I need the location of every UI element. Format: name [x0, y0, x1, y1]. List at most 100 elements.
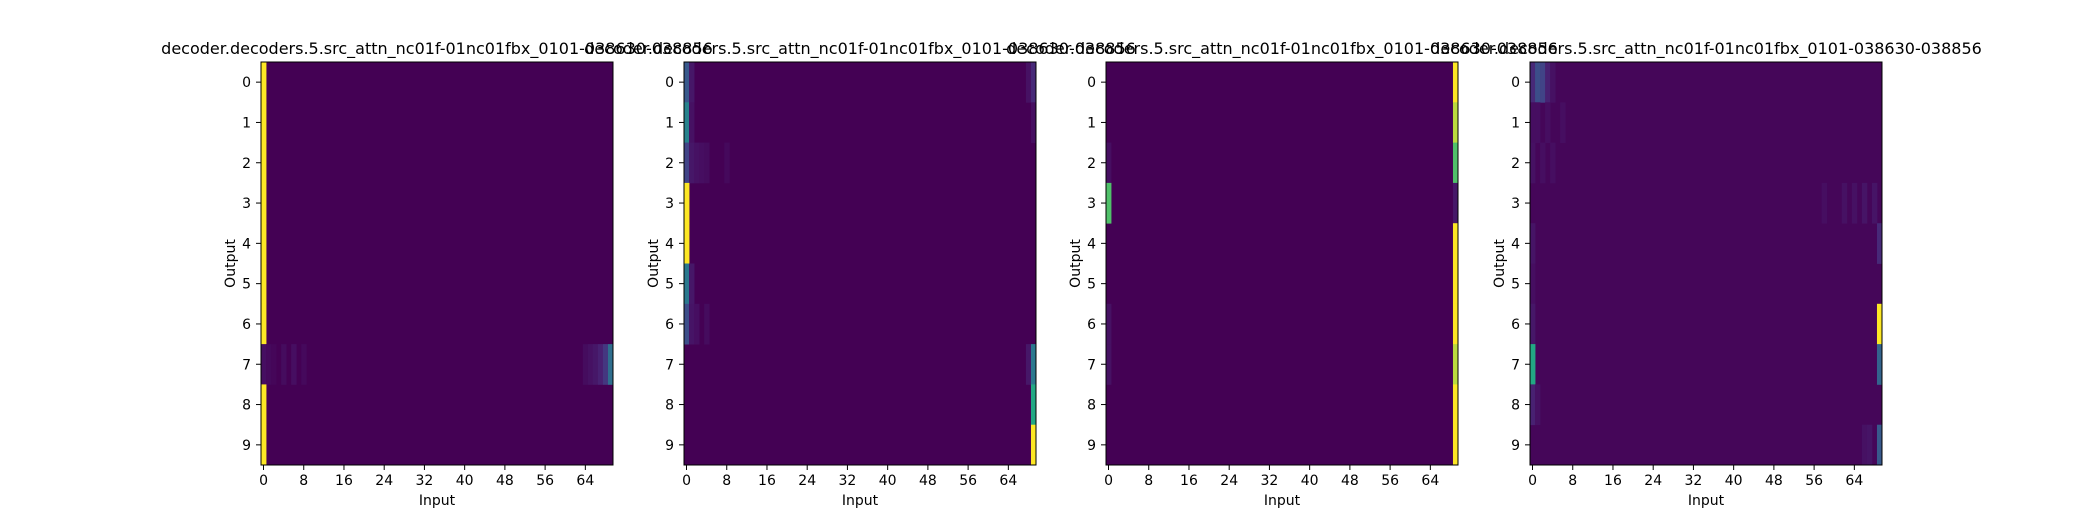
x-tick-label: 32 [1685, 473, 1703, 489]
y-tick-label: 3 [665, 196, 674, 212]
y-tick-label: 4 [1511, 236, 1520, 252]
y-ticks: 0 1 2 3 4 5 6 7 8 9 [1087, 75, 1106, 454]
heatmap-cell [1861, 424, 1868, 466]
plot-frame [683, 61, 1037, 466]
heatmap-cell [602, 344, 609, 385]
y-tick-label: 0 [1087, 75, 1096, 91]
y-tick-label: 2 [242, 156, 251, 172]
x-tick-label: 32 [416, 473, 434, 489]
x-tick-label: 64 [1421, 473, 1439, 489]
x-tick-label: 48 [1341, 473, 1359, 489]
x-axis-label: Input [1264, 493, 1301, 509]
y-axis-label: Output [646, 239, 662, 288]
heatmap-cell [582, 344, 589, 385]
heatmap-cell [271, 344, 277, 385]
heatmap-background [1106, 62, 1458, 465]
x-tick-label: 24 [375, 473, 393, 489]
y-tick-label: 6 [665, 317, 674, 333]
heatmap-cell [1876, 223, 1883, 264]
heatmap-cell [1030, 424, 1037, 466]
heatmap-cell [724, 142, 730, 184]
heatmap-cell [1851, 182, 1858, 224]
y-tick-label: 5 [665, 277, 674, 293]
heatmap-cell [1452, 344, 1459, 385]
heatmap-cell [1106, 182, 1112, 224]
heatmap-cell [689, 263, 695, 305]
heatmap-cell [261, 344, 267, 385]
x-tick-label: 56 [1805, 473, 1823, 489]
y-tick-label: 6 [1511, 317, 1520, 333]
y-ticks: 0 1 2 3 4 5 6 7 8 9 [665, 75, 684, 454]
heatmap-cell [684, 182, 690, 224]
x-tick-label: 40 [879, 473, 897, 489]
y-tick-label: 8 [665, 398, 674, 414]
heatmap-cell [1550, 142, 1556, 184]
x-tick-label: 40 [1725, 473, 1743, 489]
heatmap-cell [1841, 182, 1848, 224]
y-tick-label: 9 [242, 438, 251, 454]
x-tick-label: 48 [1765, 473, 1783, 489]
heatmap-cell [301, 344, 307, 385]
heatmap-cell [1452, 384, 1459, 426]
x-tick-label: 16 [1180, 473, 1198, 489]
x-tick-label: 56 [959, 473, 977, 489]
plot-frame [1529, 61, 1883, 466]
x-ticks: 0 8 16 24 32 40 48 56 64 [682, 465, 1017, 489]
x-tick-label: 40 [1301, 473, 1319, 489]
x-tick-label: 24 [798, 473, 816, 489]
heatmap-cell [261, 102, 267, 143]
heatmap-cell [1530, 384, 1536, 426]
heatmap-cell [694, 142, 700, 184]
heatmap-cell [684, 223, 690, 264]
x-tick-label: 8 [299, 473, 308, 489]
x-ticks: 0 8 16 24 32 40 48 56 64 [1104, 465, 1439, 489]
y-tick-label: 4 [242, 236, 251, 252]
heatmap-cell [1106, 344, 1112, 385]
heatmap-cell [1452, 62, 1459, 103]
y-tick-label: 9 [1511, 438, 1520, 454]
heatmap-cell [699, 142, 705, 184]
y-tick-label: 1 [1511, 115, 1520, 131]
heatmap-cell [261, 223, 267, 264]
x-axis-label: Input [419, 493, 456, 509]
heatmap-cell [1821, 182, 1828, 224]
heatmap-cell [694, 303, 700, 345]
heatmap-cell [684, 62, 690, 103]
y-tick-label: 3 [1511, 196, 1520, 212]
heatmap-cell [1876, 424, 1883, 466]
y-tick-label: 8 [242, 398, 251, 414]
heatmap-cell [1535, 102, 1541, 143]
heatmap-cell [261, 303, 267, 345]
y-tick-label: 9 [1087, 438, 1096, 454]
heatmap-cell [1530, 303, 1536, 345]
chart-title: decoder.decoders.5.src_attn_nc01f-01nc01… [161, 39, 713, 59]
x-tick-label: 48 [919, 473, 937, 489]
heatmap-cell [704, 142, 710, 184]
y-tick-label: 5 [242, 277, 251, 293]
x-tick-label: 16 [335, 473, 353, 489]
heatmap-cell [1452, 182, 1459, 224]
heatmap-cell [1545, 102, 1551, 143]
y-tick-label: 3 [1087, 196, 1096, 212]
heatmap-cell [1861, 182, 1868, 224]
x-tick-label: 40 [456, 473, 474, 489]
chart-title: decoder.decoders.5.src_attn_nc01f-01nc01… [1006, 39, 1558, 59]
y-tick-label: 7 [665, 357, 674, 373]
x-tick-label: 48 [496, 473, 514, 489]
heatmap-cells [261, 62, 614, 466]
heatmap-cell [1540, 142, 1546, 184]
y-tick-label: 7 [1511, 357, 1520, 373]
x-tick-label: 0 [259, 473, 268, 489]
x-tick-label: 16 [758, 473, 776, 489]
heatmap-cell [261, 182, 267, 224]
x-tick-label: 0 [1104, 473, 1113, 489]
heatmap-cell [1452, 424, 1459, 466]
heatmap-cell [689, 102, 695, 143]
x-tick-label: 8 [1568, 473, 1577, 489]
y-tick-label: 0 [665, 75, 674, 91]
heatmap-cell [1876, 303, 1883, 345]
heatmap-cell [261, 263, 267, 305]
x-tick-label: 64 [999, 473, 1017, 489]
heatmap-cell [684, 263, 690, 305]
